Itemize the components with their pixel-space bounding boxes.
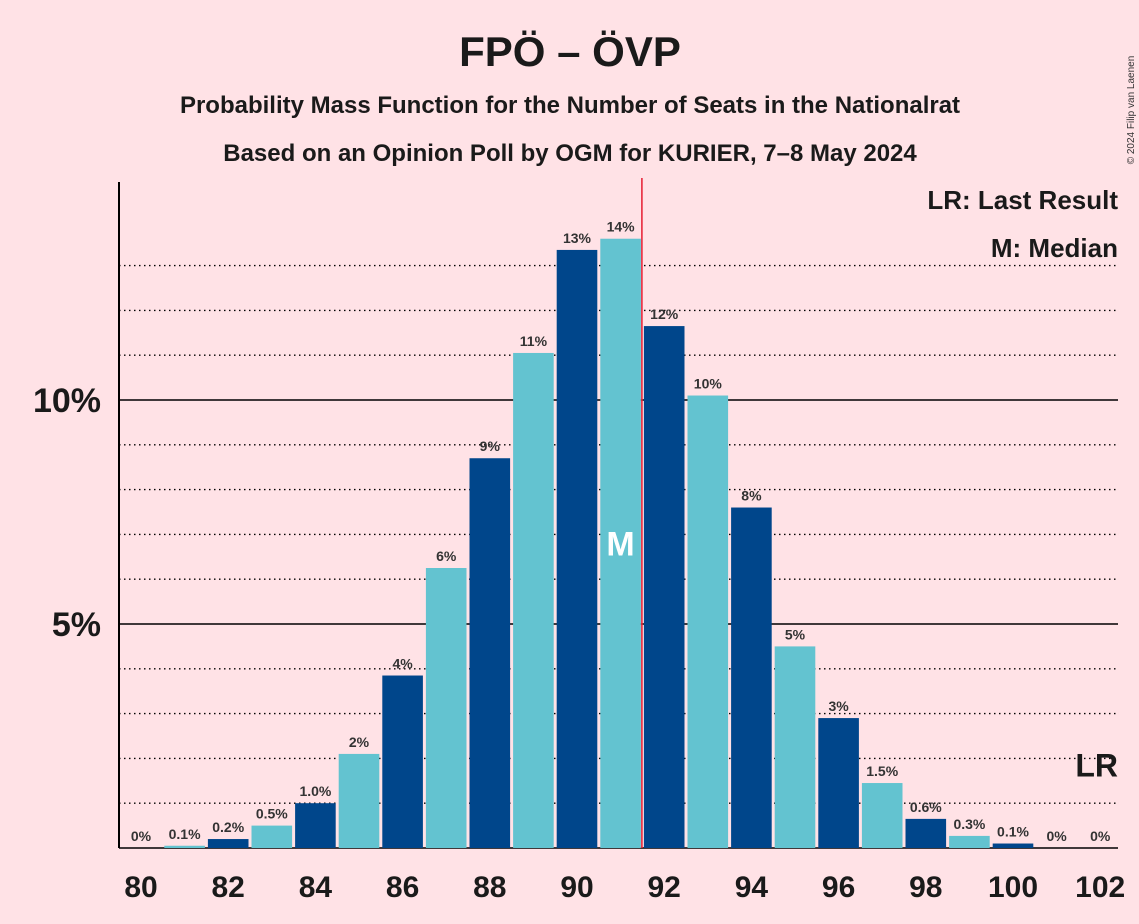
bar-seat-93: [687, 395, 729, 848]
bar-seat-86: [382, 675, 423, 848]
legend-last-result: LR: Last Result: [927, 185, 1118, 215]
data-label-seat-92: 12%: [650, 306, 679, 322]
chart-subtitle-2: Based on an Opinion Poll by OGM for KURI…: [223, 140, 917, 167]
median-marker: M: [606, 525, 634, 563]
bar-seat-92: [643, 326, 685, 849]
data-labels-group: 0% 0.1% 0.2% 0.5% 1.0% 2% 4% 6% 9% 11% 13% 14% 12% 10…: [131, 219, 1111, 844]
chart-subtitle-1: Probability Mass Function for the Number…: [180, 92, 960, 119]
bar-seat-84: [295, 803, 336, 848]
x-tick-label: 82: [212, 871, 245, 904]
last-result-marker: LR: [1075, 747, 1118, 783]
x-tick-label: 84: [299, 871, 333, 904]
data-label-seat-100: 0.1%: [997, 824, 1029, 840]
bar-seat-89: [513, 352, 554, 848]
data-label-seat-99: 0.3%: [953, 816, 985, 832]
x-tick-label: 94: [735, 871, 769, 904]
x-axis-ticks: 80 82 84 86 88 90 92 94 96 98 100 102: [124, 871, 1125, 904]
x-tick-label: 96: [822, 871, 855, 904]
chart-title: FPÖ – ÖVP: [459, 28, 681, 75]
x-tick-label: 100: [988, 871, 1038, 904]
x-tick-label: 90: [560, 871, 593, 904]
bar-seat-81: [164, 845, 205, 848]
x-tick-label: 80: [124, 871, 157, 904]
bar-seat-97: [861, 783, 903, 848]
y-tick-label: 10%: [33, 382, 101, 420]
data-label-seat-82: 0.2%: [212, 819, 244, 835]
data-label-seat-81: 0.1%: [169, 826, 201, 842]
data-label-seat-93: 10%: [694, 376, 723, 392]
bar-seat-88: [469, 458, 511, 848]
bar-seat-100: [992, 843, 1034, 848]
bar-seat-90: [556, 249, 598, 849]
data-label-seat-94: 8%: [741, 488, 762, 504]
data-label-seat-101: 0%: [1046, 828, 1067, 844]
data-label-seat-96: 3%: [828, 698, 849, 714]
x-tick-label: 86: [386, 871, 419, 904]
bars-group: [164, 238, 1034, 849]
bar-seat-85: [338, 753, 380, 848]
bar-seat-96: [818, 718, 859, 848]
x-tick-label: 102: [1075, 871, 1125, 904]
bar-seat-83: [251, 825, 293, 848]
data-label-seat-85: 2%: [349, 734, 370, 750]
data-label-seat-83: 0.5%: [256, 806, 288, 822]
bar-seat-98: [905, 818, 947, 848]
bar-seat-91: [600, 238, 641, 849]
y-tick-label: 5%: [52, 606, 101, 644]
x-tick-label: 98: [909, 871, 942, 904]
bar-seat-87: [425, 568, 467, 848]
bar-seat-94: [731, 507, 772, 848]
data-label-seat-98: 0.6%: [910, 799, 942, 815]
data-label-seat-90: 13%: [563, 230, 592, 246]
data-label-seat-87: 6%: [436, 548, 457, 564]
bar-seat-99: [949, 835, 990, 848]
x-tick-label: 88: [473, 871, 506, 904]
legend-median: M: Median: [991, 233, 1118, 263]
copyright-text: © 2024 Filip van Laenen: [1126, 56, 1137, 165]
y-axis-ticks: 5% 10%: [33, 382, 101, 644]
data-label-seat-95: 5%: [785, 626, 806, 642]
data-label-seat-91: 14%: [607, 219, 636, 235]
data-label-seat-97: 1.5%: [866, 763, 898, 779]
data-label-seat-86: 4%: [392, 656, 413, 672]
data-label-seat-80: 0%: [131, 828, 152, 844]
bar-seat-82: [207, 839, 249, 848]
data-label-seat-84: 1.0%: [299, 783, 331, 799]
x-tick-label: 92: [648, 871, 681, 904]
data-label-seat-102: 0%: [1090, 828, 1111, 844]
bar-seat-95: [774, 646, 816, 848]
data-label-seat-89: 11%: [520, 333, 548, 349]
data-label-seat-88: 9%: [480, 438, 501, 454]
